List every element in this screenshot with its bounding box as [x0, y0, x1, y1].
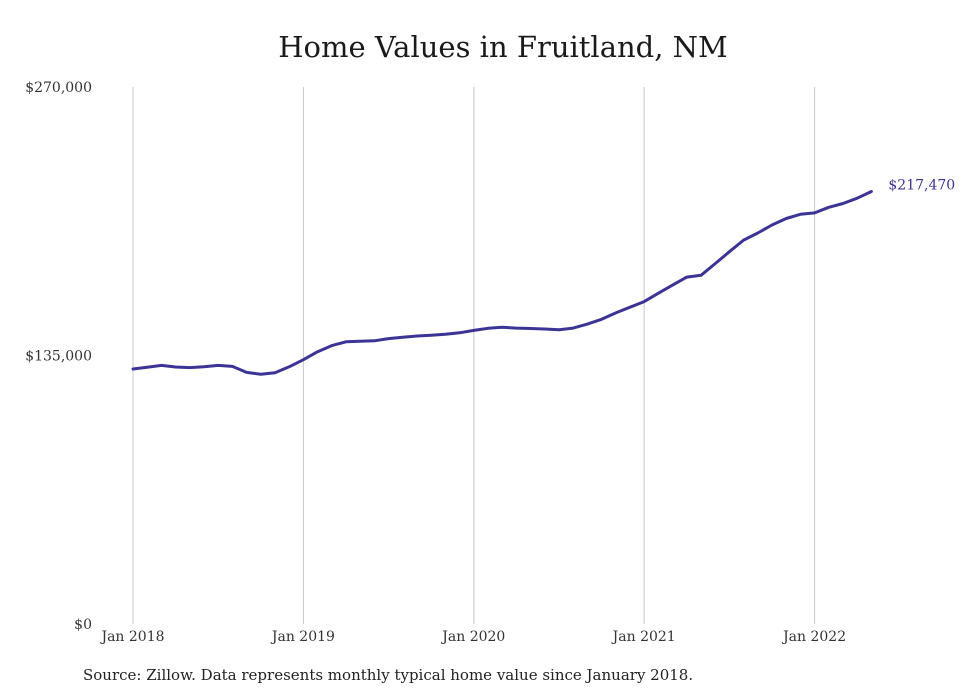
x-tick-label: Jan 2021	[611, 629, 676, 645]
series-home-values	[131, 190, 873, 376]
series-line	[131, 190, 873, 376]
chart-title: Home Values in Fruitland, NM	[278, 30, 728, 64]
end-value-label-group: $217,470	[888, 177, 955, 193]
end-value-label: $217,470	[888, 177, 955, 193]
y-tick-label: $135,000	[25, 349, 92, 365]
y-tick-label: $0	[74, 617, 92, 633]
x-tick-label: Jan 2020	[440, 629, 505, 645]
x-axis-ticks: Jan 2018 Jan 2019 Jan 2020 Jan 2021 Jan 2022	[99, 629, 846, 645]
y-tick-label: $270,000	[25, 80, 92, 96]
y-axis-ticks: $0 $135,000 $270,000	[25, 80, 92, 633]
source-note: Source: Zillow. Data represents monthly …	[83, 666, 694, 684]
x-tick-label: Jan 2022	[781, 629, 846, 645]
grid-lines	[132, 87, 816, 624]
x-tick-label: Jan 2018	[99, 629, 164, 645]
x-tick-label: Jan 2019	[270, 629, 335, 645]
